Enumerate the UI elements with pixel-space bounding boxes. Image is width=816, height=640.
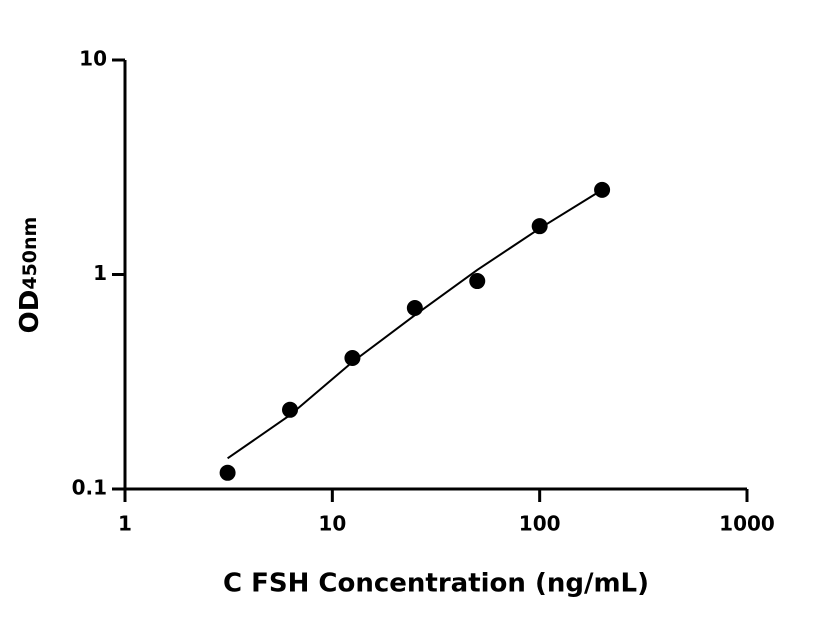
y-axis-label-main: OD <box>15 290 45 334</box>
data-point <box>219 464 236 481</box>
y-tick-label: 0.1 <box>72 476 107 500</box>
x-axis-label: C FSH Concentration (ng/mL) <box>223 569 649 599</box>
x-tick-label: 100 <box>519 512 561 536</box>
y-tick-label: 1 <box>93 261 107 285</box>
data-point <box>469 273 486 290</box>
x-tick-label: 1000 <box>719 512 775 536</box>
data-point <box>282 401 299 418</box>
y-axis-label: OD450nm <box>15 217 45 334</box>
data-point <box>406 299 423 316</box>
y-axis-label-sub: 450nm <box>19 217 41 290</box>
y-tick-label: 10 <box>79 47 107 71</box>
fit-line <box>227 189 603 460</box>
x-tick-label: 10 <box>318 512 346 536</box>
data-point <box>344 350 361 367</box>
x-tick-label: 1 <box>118 512 132 536</box>
